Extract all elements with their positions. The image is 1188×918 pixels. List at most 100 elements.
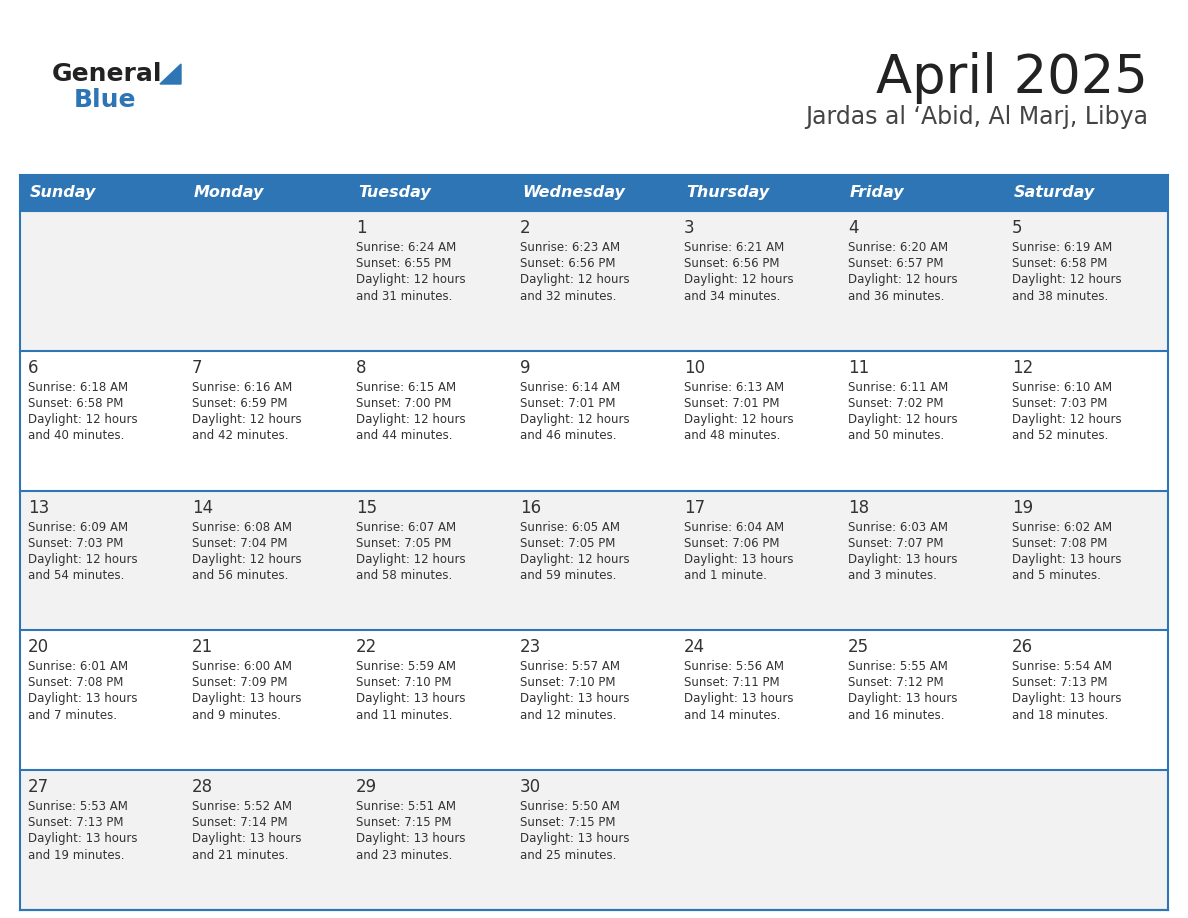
Text: 15: 15 [356,498,377,517]
Text: Sunrise: 6:19 AM: Sunrise: 6:19 AM [1012,241,1112,254]
Text: Sunrise: 5:53 AM: Sunrise: 5:53 AM [29,800,128,813]
Text: 7: 7 [192,359,202,376]
Bar [20,490,1168,631]
Text: Sunset: 7:02 PM: Sunset: 7:02 PM [848,397,943,409]
Text: 13: 13 [29,498,49,517]
Text: Sunrise: 6:03 AM: Sunrise: 6:03 AM [848,521,948,533]
Text: Sunrise: 6:13 AM: Sunrise: 6:13 AM [684,381,784,394]
Text: Sunset: 6:56 PM: Sunset: 6:56 PM [520,257,615,270]
Text: Sunrise: 5:54 AM: Sunrise: 5:54 AM [1012,660,1112,674]
Text: Blue: Blue [74,88,137,112]
Text: 3: 3 [684,219,695,237]
Text: 6: 6 [29,359,38,376]
Text: 12: 12 [1012,359,1034,376]
Text: Sunset: 7:04 PM: Sunset: 7:04 PM [192,537,287,550]
Text: Daylight: 13 hours
and 23 minutes.: Daylight: 13 hours and 23 minutes. [356,833,466,862]
Text: Sunrise: 6:01 AM: Sunrise: 6:01 AM [29,660,128,674]
Text: 5: 5 [1012,219,1023,237]
Text: Sunrise: 6:24 AM: Sunrise: 6:24 AM [356,241,456,254]
Text: Sunday: Sunday [30,185,96,200]
Text: Sunset: 7:05 PM: Sunset: 7:05 PM [520,537,615,550]
Text: 19: 19 [1012,498,1034,517]
Text: Sunset: 7:06 PM: Sunset: 7:06 PM [684,537,779,550]
Text: Sunset: 7:03 PM: Sunset: 7:03 PM [1012,397,1107,409]
Text: Sunrise: 5:51 AM: Sunrise: 5:51 AM [356,800,456,813]
Text: Sunrise: 6:08 AM: Sunrise: 6:08 AM [192,521,292,533]
Text: Daylight: 13 hours
and 9 minutes.: Daylight: 13 hours and 9 minutes. [192,692,302,722]
Text: Daylight: 12 hours
and 58 minutes.: Daylight: 12 hours and 58 minutes. [356,553,466,582]
Text: Saturday: Saturday [1015,185,1095,200]
Text: Sunset: 7:10 PM: Sunset: 7:10 PM [356,677,451,689]
Text: 25: 25 [848,638,870,656]
Text: 24: 24 [684,638,706,656]
Text: Daylight: 12 hours
and 54 minutes.: Daylight: 12 hours and 54 minutes. [29,553,138,582]
Text: Daylight: 12 hours
and 31 minutes.: Daylight: 12 hours and 31 minutes. [356,273,466,303]
Text: Sunrise: 5:55 AM: Sunrise: 5:55 AM [848,660,948,674]
Text: Sunset: 7:00 PM: Sunset: 7:00 PM [356,397,451,409]
Text: 20: 20 [29,638,49,656]
Text: Sunrise: 6:04 AM: Sunrise: 6:04 AM [684,521,784,533]
Text: Daylight: 13 hours
and 1 minute.: Daylight: 13 hours and 1 minute. [684,553,794,582]
Text: Daylight: 13 hours
and 12 minutes.: Daylight: 13 hours and 12 minutes. [520,692,630,722]
Text: Sunset: 7:15 PM: Sunset: 7:15 PM [356,816,451,829]
Text: Sunrise: 6:10 AM: Sunrise: 6:10 AM [1012,381,1112,394]
Text: Sunset: 7:15 PM: Sunset: 7:15 PM [520,816,615,829]
Text: Daylight: 13 hours
and 21 minutes.: Daylight: 13 hours and 21 minutes. [192,833,302,862]
Text: 30: 30 [520,778,541,796]
Text: 11: 11 [848,359,870,376]
Text: 18: 18 [848,498,870,517]
Bar [20,770,1168,910]
Text: Daylight: 13 hours
and 16 minutes.: Daylight: 13 hours and 16 minutes. [848,692,958,722]
Text: Daylight: 13 hours
and 14 minutes.: Daylight: 13 hours and 14 minutes. [684,692,794,722]
Text: 8: 8 [356,359,367,376]
Text: Sunrise: 6:09 AM: Sunrise: 6:09 AM [29,521,128,533]
Text: Sunset: 6:58 PM: Sunset: 6:58 PM [1012,257,1107,270]
Text: Daylight: 13 hours
and 3 minutes.: Daylight: 13 hours and 3 minutes. [848,553,958,582]
Text: Daylight: 12 hours
and 46 minutes.: Daylight: 12 hours and 46 minutes. [520,413,630,442]
Text: Daylight: 12 hours
and 42 minutes.: Daylight: 12 hours and 42 minutes. [192,413,302,442]
Text: Friday: Friday [849,185,904,200]
Text: Daylight: 12 hours
and 44 minutes.: Daylight: 12 hours and 44 minutes. [356,413,466,442]
Text: Sunset: 6:56 PM: Sunset: 6:56 PM [684,257,779,270]
Text: Sunrise: 6:23 AM: Sunrise: 6:23 AM [520,241,620,254]
Text: General: General [52,62,163,86]
Text: Daylight: 12 hours
and 32 minutes.: Daylight: 12 hours and 32 minutes. [520,273,630,303]
Bar [20,631,1168,770]
Text: Sunrise: 6:14 AM: Sunrise: 6:14 AM [520,381,620,394]
Text: Daylight: 13 hours
and 25 minutes.: Daylight: 13 hours and 25 minutes. [520,833,630,862]
Text: 23: 23 [520,638,542,656]
Text: Sunrise: 6:16 AM: Sunrise: 6:16 AM [192,381,292,394]
Text: Daylight: 13 hours
and 11 minutes.: Daylight: 13 hours and 11 minutes. [356,692,466,722]
Text: Daylight: 12 hours
and 59 minutes.: Daylight: 12 hours and 59 minutes. [520,553,630,582]
Text: Sunrise: 6:02 AM: Sunrise: 6:02 AM [1012,521,1112,533]
Text: Sunrise: 6:18 AM: Sunrise: 6:18 AM [29,381,128,394]
Text: Sunrise: 5:57 AM: Sunrise: 5:57 AM [520,660,620,674]
Text: Daylight: 13 hours
and 19 minutes.: Daylight: 13 hours and 19 minutes. [29,833,138,862]
Text: Sunrise: 6:07 AM: Sunrise: 6:07 AM [356,521,456,533]
Text: Daylight: 13 hours
and 18 minutes.: Daylight: 13 hours and 18 minutes. [1012,692,1121,722]
Text: 26: 26 [1012,638,1034,656]
Text: Sunrise: 5:50 AM: Sunrise: 5:50 AM [520,800,620,813]
Bar [20,175,1168,211]
Text: Sunrise: 6:11 AM: Sunrise: 6:11 AM [848,381,948,394]
Text: Sunset: 7:14 PM: Sunset: 7:14 PM [192,816,287,829]
Text: Sunset: 6:59 PM: Sunset: 6:59 PM [192,397,287,409]
Text: Sunset: 7:07 PM: Sunset: 7:07 PM [848,537,943,550]
Text: Tuesday: Tuesday [358,185,431,200]
Text: 22: 22 [356,638,378,656]
Text: Daylight: 12 hours
and 50 minutes.: Daylight: 12 hours and 50 minutes. [848,413,958,442]
Text: 28: 28 [192,778,213,796]
Text: 4: 4 [848,219,859,237]
Text: Sunrise: 6:15 AM: Sunrise: 6:15 AM [356,381,456,394]
Text: Sunset: 7:01 PM: Sunset: 7:01 PM [520,397,615,409]
Text: Daylight: 12 hours
and 48 minutes.: Daylight: 12 hours and 48 minutes. [684,413,794,442]
Text: Daylight: 13 hours
and 7 minutes.: Daylight: 13 hours and 7 minutes. [29,692,138,722]
Text: Sunset: 7:13 PM: Sunset: 7:13 PM [29,816,124,829]
Text: Sunrise: 6:00 AM: Sunrise: 6:00 AM [192,660,292,674]
Text: Sunset: 7:13 PM: Sunset: 7:13 PM [1012,677,1107,689]
Text: 9: 9 [520,359,531,376]
Text: Daylight: 12 hours
and 40 minutes.: Daylight: 12 hours and 40 minutes. [29,413,138,442]
Text: Sunset: 6:58 PM: Sunset: 6:58 PM [29,397,124,409]
Text: 17: 17 [684,498,706,517]
Text: Sunset: 7:01 PM: Sunset: 7:01 PM [684,397,779,409]
